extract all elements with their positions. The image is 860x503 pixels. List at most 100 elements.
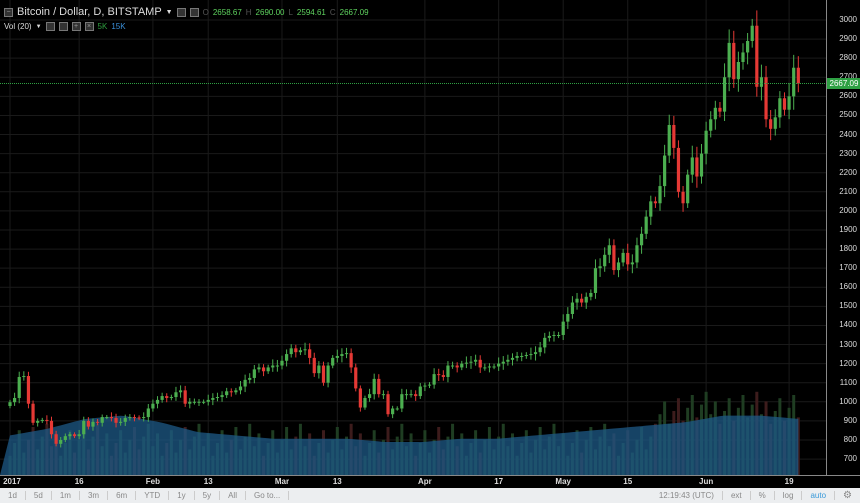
volume-title[interactable]: Vol (20) (4, 22, 32, 31)
high-value: 2690.00 (255, 7, 285, 17)
candle-body (261, 367, 266, 372)
eye-icon[interactable] (45, 22, 55, 31)
ext-button[interactable]: ext (723, 491, 751, 500)
chart-canvas[interactable] (0, 0, 826, 475)
candle-body (8, 402, 12, 406)
range-button[interactable]: YTD (136, 491, 170, 500)
candle-body (552, 334, 556, 336)
candle-body (414, 394, 418, 397)
candle-body (289, 348, 293, 355)
symbol-title[interactable]: Bitcoin / Dollar, D, BITSTAMP (17, 6, 162, 18)
candle-body (22, 376, 26, 378)
candle-body (483, 367, 487, 369)
range-button[interactable]: All (220, 491, 246, 500)
candle-body (690, 157, 694, 175)
candle-body (155, 399, 160, 404)
candle-body (769, 119, 773, 129)
dropdown-icon[interactable]: ▼ (165, 8, 173, 16)
candle-body (639, 233, 644, 246)
close-icon[interactable]: × (84, 22, 94, 31)
open-label: O (202, 7, 209, 17)
price-tick-label: 1700 (839, 263, 857, 273)
candle-body (86, 420, 90, 427)
candle-body (718, 107, 722, 112)
high-label: H (245, 7, 252, 17)
price-tick-label: 800 (843, 434, 857, 444)
candle-body (773, 117, 777, 129)
price-tick-label: 1300 (839, 339, 857, 349)
candle-body (119, 421, 123, 423)
time-tick-label: 13 (332, 477, 342, 486)
candle-body (746, 40, 750, 53)
price-tick-label: 2900 (839, 34, 857, 44)
bottom-toolbar: 1d 5d 1m 3m 6m YTD 1y 5y All Go to... 12:19:43 (U… (0, 488, 860, 503)
candle-body (621, 252, 625, 263)
plus-icon[interactable]: + (71, 22, 81, 31)
price-tick-label: 1000 (839, 396, 857, 406)
auto-button[interactable]: auto (802, 491, 836, 500)
price-chart[interactable]: − Bitcoin / Dollar, D, BITSTAMP ▼ O 2658.… (0, 0, 826, 475)
gear-icon[interactable] (58, 22, 68, 31)
gear-icon[interactable] (189, 7, 199, 17)
candle-body (750, 25, 754, 41)
candle-body (26, 376, 31, 404)
collapse-icon[interactable]: − (4, 7, 13, 17)
time-tick-label: Mar (274, 477, 290, 486)
candle-body (649, 201, 653, 217)
candle-body (312, 357, 316, 374)
candle-body (391, 408, 395, 415)
candle-body (63, 436, 67, 440)
candle-body (358, 388, 362, 408)
range-button[interactable]: 3m (80, 491, 109, 500)
candle-body (782, 98, 787, 110)
price-tick-label: 2800 (839, 53, 857, 63)
candle-body (169, 397, 173, 399)
candle-body (335, 355, 339, 358)
range-button[interactable]: 6m (108, 491, 137, 500)
candle-body (593, 268, 598, 293)
candle-body (266, 367, 270, 372)
price-tick-label: 1600 (839, 282, 857, 292)
price-tick-label: 2400 (839, 129, 857, 139)
candle-body (653, 201, 657, 204)
candle-body (36, 420, 40, 423)
candle-body (132, 417, 137, 419)
range-button[interactable]: 1y (169, 491, 195, 500)
candle-body (635, 245, 639, 263)
log-button[interactable]: log (775, 491, 803, 500)
candle-body (146, 408, 150, 418)
time-tick-label: Jun (698, 477, 714, 486)
low-value: 2594.61 (296, 7, 326, 17)
candle-body (72, 434, 77, 437)
candle-body (455, 365, 459, 368)
gear-icon[interactable]: ⚙ (843, 490, 852, 501)
price-tick-label: 2000 (839, 205, 857, 215)
price-tick-label: 1400 (839, 320, 857, 330)
candle-body (497, 363, 501, 367)
candle-body (529, 354, 533, 356)
candle-body (400, 394, 404, 409)
candle-body (556, 334, 561, 336)
range-button[interactable]: 1d (0, 491, 26, 500)
candle-body (792, 67, 796, 97)
candle-body (612, 245, 616, 271)
candle-body (188, 401, 192, 404)
range-button[interactable]: Go to... (246, 491, 290, 500)
candle-body (257, 367, 261, 370)
dropdown-icon[interactable]: ▼ (35, 23, 42, 30)
candle-body (298, 350, 303, 353)
range-button[interactable]: 5d (26, 491, 52, 500)
price-axis[interactable]: 700 800 900 1000 1100 1200 1300 1400 1500 1600 170… (826, 0, 860, 475)
candle-body (427, 384, 432, 386)
candle-body (77, 434, 81, 437)
time-tick-label: May (555, 477, 571, 486)
percent-button[interactable]: % (751, 491, 775, 500)
range-button[interactable]: 5y (195, 491, 221, 500)
candle-body (404, 394, 409, 396)
eye-icon[interactable] (176, 7, 186, 17)
current-price-label: 2667.09 (827, 78, 860, 90)
candle-body (722, 77, 727, 112)
range-button[interactable]: 1m (52, 491, 80, 500)
candle-body (234, 390, 238, 393)
time-axis[interactable]: 2017 16 Feb 13 Mar 13 Apr 17 May 15 Jun 19 (0, 475, 860, 488)
